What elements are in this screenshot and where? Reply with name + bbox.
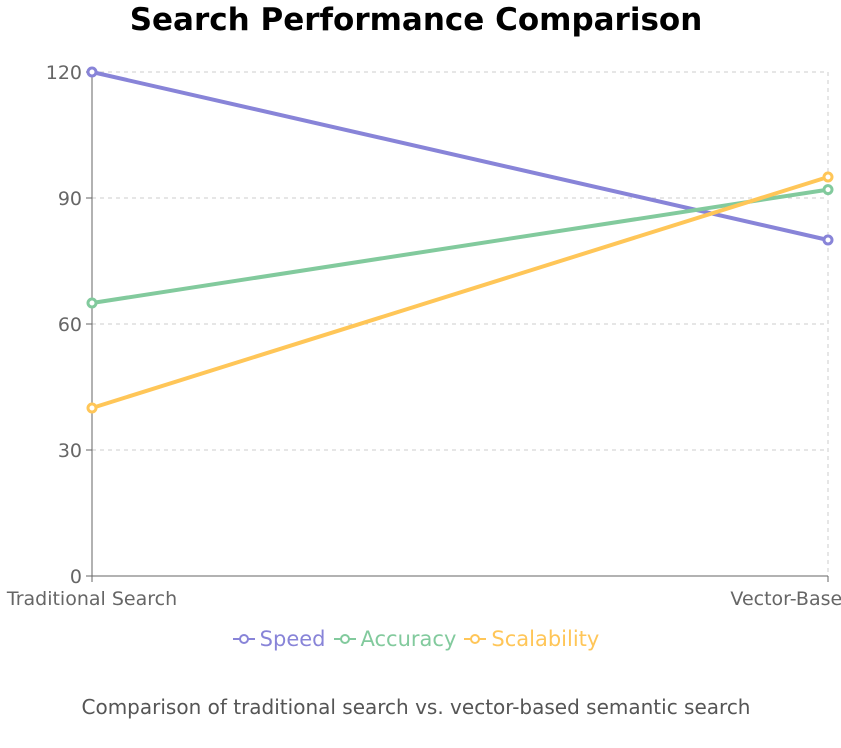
legend-item-accuracy: Accuracy [333, 627, 457, 651]
line-chart: 0 30 60 90 120 Traditional Search Vector-Based… [6, 62, 841, 610]
data-point-accuracy [86, 297, 98, 309]
data-point-accuracy [822, 184, 834, 196]
x-tick-label: Traditional Search [6, 588, 177, 610]
series-line-accuracy [91, 187, 829, 305]
legend-item-speed: Speed [232, 627, 326, 651]
data-point-scalability [822, 171, 834, 183]
chart-title: Search Performance Comparison [129, 2, 703, 38]
series-line-scalability [91, 175, 829, 410]
legend-label-accuracy: Accuracy [360, 627, 457, 651]
legend-marker-scalability [464, 634, 487, 644]
chart-legend: Speed Accuracy Scalability [0, 626, 832, 651]
data-point-speed [86, 66, 98, 78]
x-tick-label: Vector-Based Search [730, 588, 841, 610]
chart-caption: Comparison of traditional search vs. vec… [81, 695, 751, 719]
y-tick-label: 90 [58, 188, 82, 210]
legend-label-scalability: Scalability [491, 627, 600, 651]
y-tick-label: 120 [46, 62, 82, 84]
legend-label-speed: Speed [259, 627, 326, 651]
legend-marker-accuracy [333, 634, 356, 644]
series-line-speed [91, 70, 829, 242]
data-point-scalability [86, 402, 98, 414]
y-tick-label: 60 [58, 314, 82, 336]
y-tick-label: 0 [70, 566, 82, 588]
legend-item-scalability: Scalability [464, 627, 599, 651]
y-tick-label: 30 [58, 440, 82, 462]
legend-marker-speed [232, 634, 255, 644]
data-point-speed [822, 234, 834, 246]
